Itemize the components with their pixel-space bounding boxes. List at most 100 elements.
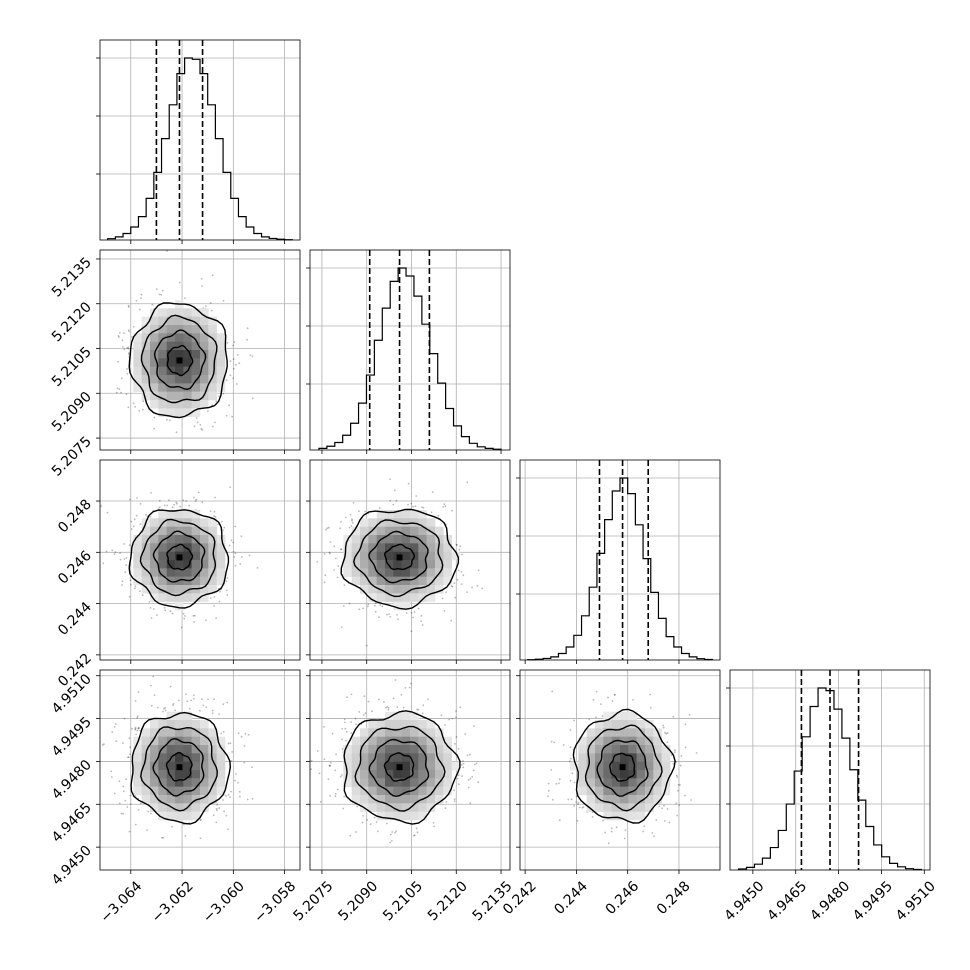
- density-cell: [150, 593, 159, 602]
- sample-point: [173, 503, 176, 506]
- density-cell: [158, 366, 167, 376]
- sample-point: [575, 795, 578, 798]
- density-cell: [443, 568, 452, 577]
- sample-point: [310, 768, 312, 771]
- density-cell: [393, 786, 402, 796]
- density-cell: [611, 803, 621, 812]
- density-cell: [645, 761, 654, 771]
- sample-point: [200, 428, 203, 430]
- sample-point: [122, 790, 125, 793]
- sample-point: [573, 804, 576, 807]
- sample-point: [122, 785, 125, 788]
- histogram-bin: [154, 172, 162, 240]
- sample-point: [215, 807, 218, 810]
- density-cell: [426, 761, 436, 771]
- density-cell: [183, 795, 192, 804]
- sample-point: [323, 581, 326, 584]
- sample-point: [134, 823, 137, 826]
- density-cell: [158, 720, 167, 729]
- density-cell: [166, 720, 176, 729]
- sample-point: [550, 769, 553, 771]
- sample-point: [183, 617, 186, 620]
- sample-point: [118, 336, 120, 338]
- density-cell: [158, 551, 167, 561]
- density-cell: [401, 761, 411, 771]
- sample-point: [110, 776, 113, 778]
- sample-point: [324, 574, 327, 577]
- density-cell: [141, 745, 151, 754]
- sample-point: [350, 693, 353, 696]
- density-cell: [426, 803, 436, 812]
- density-cell: [183, 711, 192, 721]
- sample-point: [115, 740, 118, 742]
- sample-point: [195, 498, 198, 501]
- density-cell: [435, 560, 444, 569]
- density-cell: [208, 770, 217, 779]
- contour-line: [596, 739, 649, 797]
- density-cell: [611, 753, 621, 762]
- sample-point: [129, 753, 132, 756]
- sample-point: [190, 699, 193, 702]
- sample-point: [410, 682, 412, 685]
- density-cell: [410, 795, 419, 804]
- density-cell: [166, 568, 176, 577]
- sample-point: [214, 421, 216, 424]
- density-cell: [183, 316, 192, 326]
- density-cell: [435, 761, 444, 771]
- density-cell: [158, 770, 167, 779]
- sample-point: [218, 600, 221, 603]
- sample-point: [147, 810, 150, 813]
- sample-point: [115, 391, 118, 394]
- sample-point: [150, 812, 152, 815]
- contour-line: [609, 752, 636, 782]
- sample-point: [139, 523, 142, 525]
- density-cell: [183, 358, 192, 367]
- sample-point: [158, 499, 161, 502]
- density-cell: [653, 736, 662, 746]
- density-cell: [351, 568, 361, 577]
- sample-point: [188, 707, 191, 710]
- density-cell: [435, 585, 444, 594]
- sample-point: [118, 388, 121, 391]
- sample-point: [216, 809, 218, 811]
- density-cell: [418, 526, 427, 536]
- density-cell: [376, 526, 386, 536]
- density-cell: [141, 795, 151, 804]
- sample-point: [328, 765, 331, 767]
- density-cell: [175, 753, 184, 762]
- histogram-bin: [454, 426, 462, 450]
- sample-point: [233, 556, 236, 558]
- density-cell: [628, 761, 637, 771]
- density-cell: [158, 510, 167, 519]
- contour-line: [152, 737, 205, 797]
- density-cell: [175, 375, 184, 384]
- sample-point: [558, 778, 561, 781]
- density-cell: [418, 560, 427, 569]
- density-cell: [603, 720, 612, 729]
- sample-point: [577, 803, 579, 806]
- sample-point: [442, 506, 445, 508]
- sample-point: [341, 748, 344, 750]
- sample-point: [186, 700, 189, 703]
- sample-point: [340, 521, 342, 523]
- density-cell: [183, 308, 192, 317]
- density-cell: [401, 601, 411, 611]
- sample-point: [225, 580, 228, 582]
- density-cell: [376, 728, 386, 737]
- density-cell: [376, 778, 386, 787]
- sample-point: [226, 577, 229, 579]
- sample-point: [469, 802, 472, 805]
- histogram-bin: [818, 688, 826, 870]
- density-cell: [158, 391, 167, 401]
- sample-point: [234, 779, 236, 782]
- sample-point: [407, 503, 409, 506]
- sample-point: [415, 827, 418, 830]
- sample-point: [129, 794, 132, 797]
- density-cell: [191, 400, 201, 409]
- sample-point: [319, 800, 322, 803]
- sample-point: [467, 778, 470, 781]
- histogram-bin: [778, 830, 786, 870]
- sample-point: [679, 764, 682, 767]
- sample-point: [164, 609, 167, 612]
- sample-point: [466, 481, 469, 484]
